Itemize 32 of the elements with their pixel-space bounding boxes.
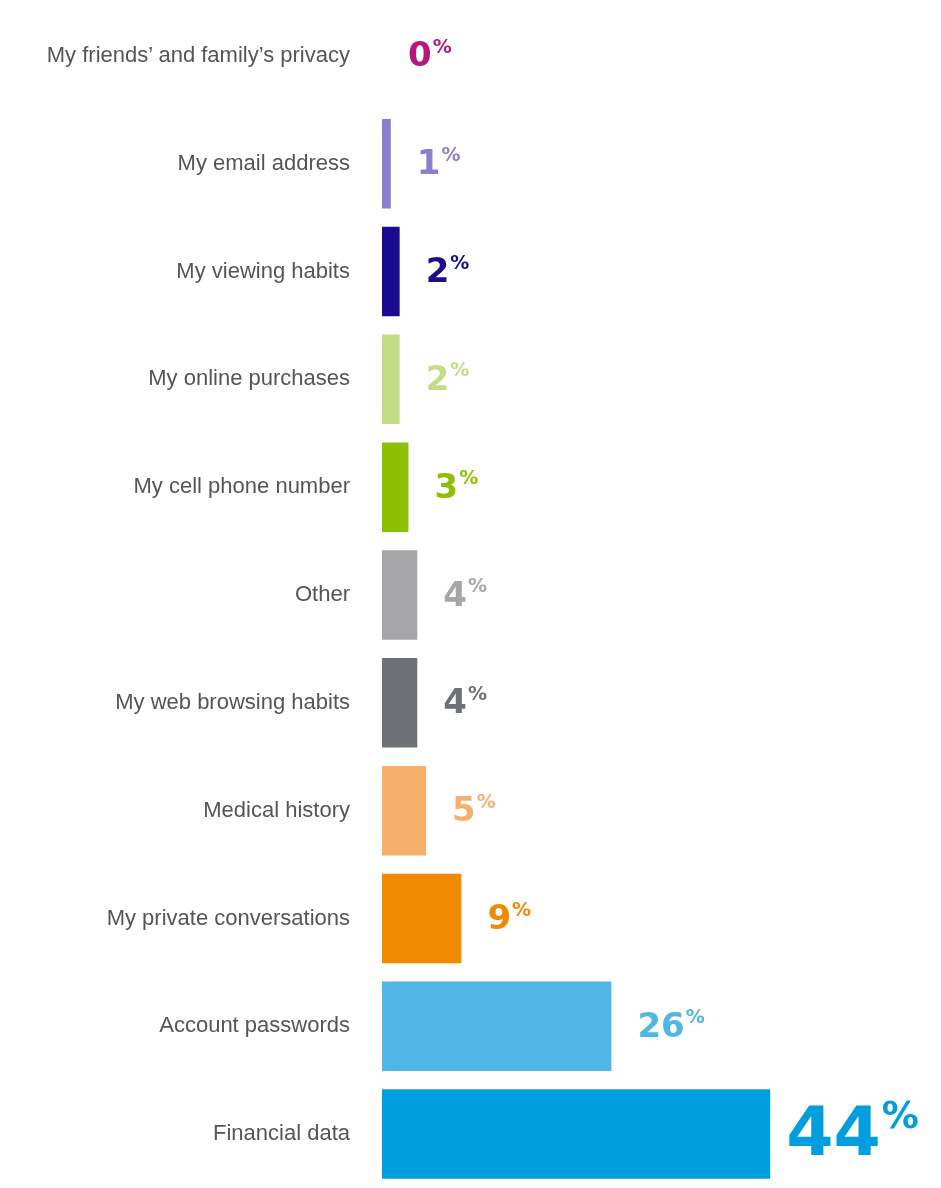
- data-label: 1%: [416, 142, 461, 183]
- data-label: 3%: [434, 465, 479, 506]
- bar: [382, 765, 427, 856]
- y-tick-label: My cell phone number: [133, 473, 350, 499]
- data-label: 5%: [452, 789, 496, 830]
- data-label: 2%: [425, 250, 470, 291]
- data-label: 4%: [443, 573, 487, 614]
- bar: [382, 1089, 771, 1179]
- y-tick-label: Financial data: [213, 1120, 351, 1146]
- bar: [382, 226, 400, 317]
- y-tick-label: My online purchases: [148, 365, 350, 391]
- bar: [382, 550, 418, 640]
- data-label: 2%: [425, 357, 470, 398]
- bar: [382, 873, 462, 964]
- data-label: 44%: [786, 1092, 919, 1172]
- bar: [382, 442, 409, 532]
- y-tick-label: My private conversations: [106, 904, 350, 930]
- bar: [382, 658, 418, 748]
- data-label: 26%: [637, 1004, 705, 1045]
- bar: [382, 981, 612, 1072]
- data-label: 4%: [443, 681, 487, 722]
- y-tick-label: My viewing habits: [176, 257, 350, 283]
- y-tick-label: Account passwords: [159, 1012, 350, 1038]
- data-label: 9%: [487, 896, 532, 937]
- y-tick-label: Other: [294, 581, 350, 607]
- data-label: 0%: [408, 34, 452, 75]
- y-tick-label: Medical history: [203, 796, 350, 822]
- y-tick-label: My friends’ and family’s privacy: [46, 41, 350, 67]
- bar: [382, 334, 400, 425]
- y-tick-label: My web browsing habits: [115, 688, 350, 714]
- y-tick-label: My email address: [177, 149, 350, 175]
- bar: [382, 118, 391, 209]
